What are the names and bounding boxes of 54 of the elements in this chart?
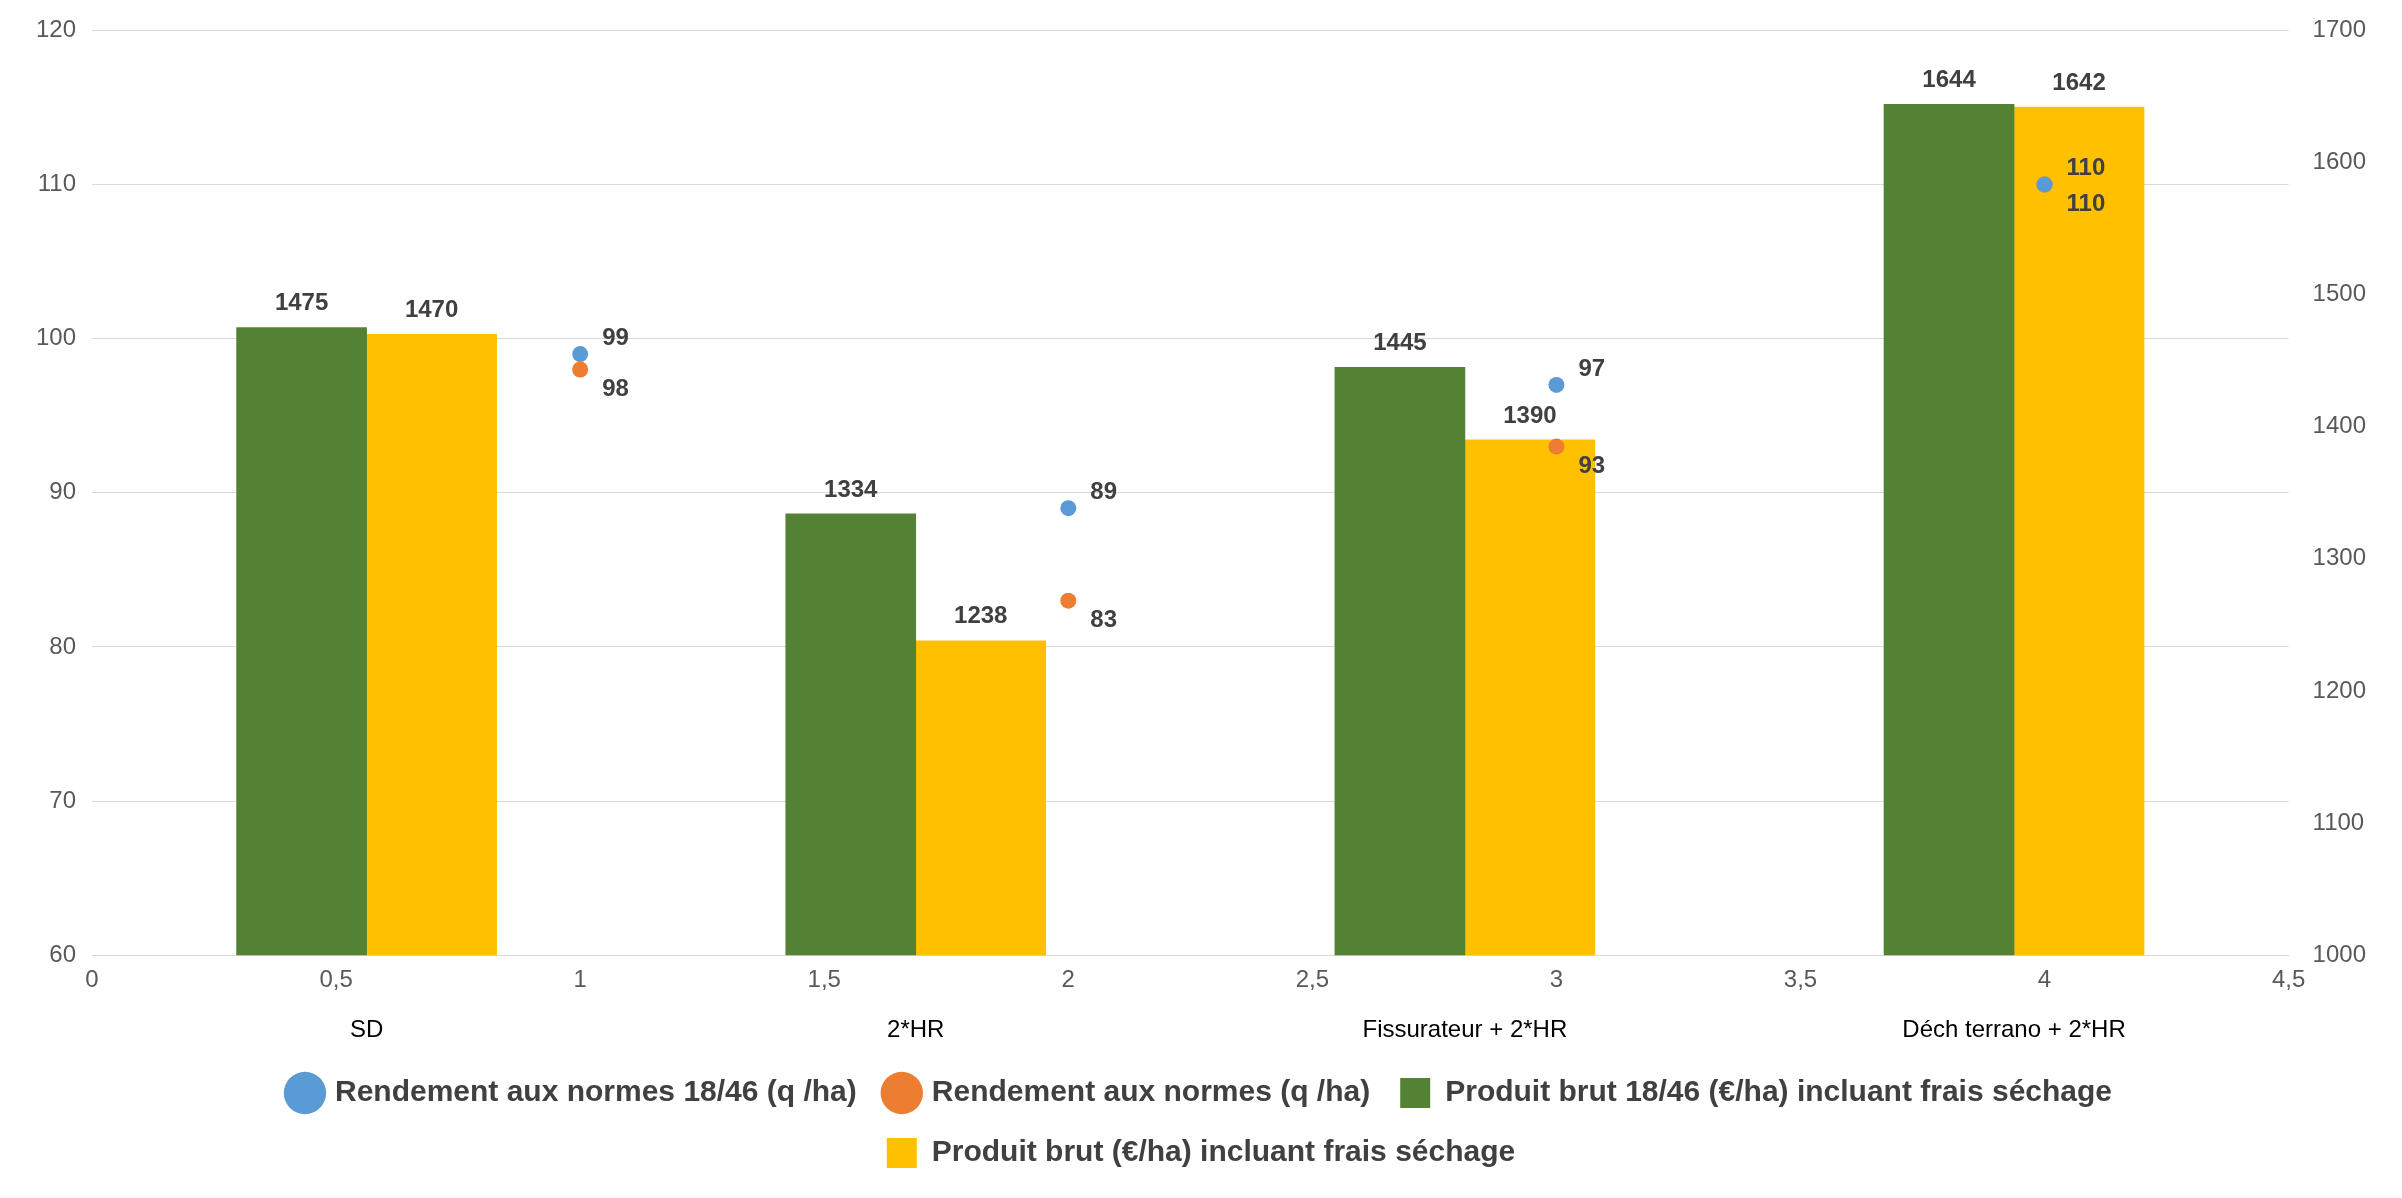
data-label: 1445 — [1373, 327, 1427, 355]
data-label: 1642 — [2052, 67, 2106, 95]
y-tick-label: 110 — [37, 169, 77, 197]
text: Fissurateur + 2*HR — [1362, 1014, 1568, 1042]
x-tick-label: 1,5 — [807, 965, 841, 993]
y2-tick-label: 1700 — [2312, 15, 2366, 43]
x-tick-label: 1 — [573, 965, 587, 993]
y2-tick-label: 1600 — [2312, 147, 2366, 175]
data-label: 1470 — [404, 294, 459, 322]
x-tick-label: 4,5 — [2271, 965, 2306, 993]
data-label: 98 — [602, 374, 629, 402]
legend-label: Rendement aux normes 18/46 (q /ha) — [334, 1074, 857, 1108]
data-label: 1475 — [274, 288, 329, 316]
x-tick-label: 3 — [1549, 965, 1564, 993]
text: SD — [349, 1014, 384, 1042]
y-tick-label: 60 — [49, 939, 77, 967]
data-label: 97 — [1578, 353, 1606, 381]
data-label: 83 — [1090, 605, 1117, 633]
text: 2*HR — [887, 1014, 945, 1042]
data-label: 89 — [1090, 476, 1117, 504]
x-tick-label: 2,5 — [1295, 965, 1330, 993]
y2-tick-label: 1300 — [2312, 543, 2366, 571]
point — [1060, 500, 1077, 517]
data-label: 99 — [602, 322, 629, 350]
y2-tick-label: 1500 — [2312, 279, 2366, 307]
y-tick-label: 80 — [49, 631, 77, 659]
x-tick-label: 3,5 — [1783, 965, 1818, 993]
data-label: 110 — [2066, 153, 2106, 181]
point — [1548, 438, 1565, 455]
y2-tick-label: 1100 — [2312, 807, 2365, 835]
data-label: 1644 — [1922, 65, 1977, 93]
y-tick-label: 120 — [36, 15, 77, 43]
y2-tick-label: 1200 — [2312, 675, 2366, 703]
data-label: 1390 — [1503, 400, 1557, 428]
x-tick-label: 2 — [1061, 965, 1075, 993]
y2-tick-label: 1000 — [2312, 939, 2366, 967]
point — [572, 361, 589, 378]
x-tick-label: 0 — [85, 965, 99, 993]
text: Déch terrano + 2*HR — [1902, 1014, 2126, 1042]
data-label: 1334 — [824, 474, 879, 502]
point — [1060, 592, 1077, 609]
y-tick-label: 90 — [49, 477, 77, 505]
legend-label: Rendement aux normes (q /ha) — [931, 1074, 1371, 1108]
y-tick-label: 100 — [36, 323, 77, 351]
point — [572, 346, 589, 363]
data-label: 1238 — [954, 601, 1008, 629]
x-tick-label: 0,5 — [319, 965, 353, 993]
legend-label: Produit brut 18/46 (€/ha) incluant frais séchage — [1445, 1074, 2113, 1108]
data-label: 110 — [2066, 189, 2106, 217]
legend-label: Produit brut (€/ha) incluant frais séchage — [931, 1134, 1516, 1168]
x-tick-label: 4 — [2037, 965, 2052, 993]
y2-tick-label: 1400 — [2312, 411, 2366, 439]
point — [1548, 376, 1565, 393]
y-tick-label: 70 — [49, 785, 77, 813]
